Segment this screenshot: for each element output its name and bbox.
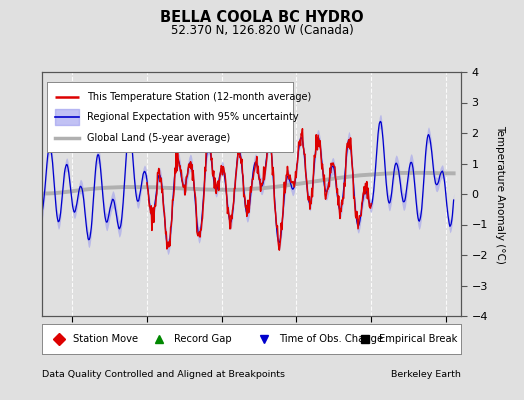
Text: BELLA COOLA BC HYDRO: BELLA COOLA BC HYDRO <box>160 10 364 25</box>
Text: Station Move: Station Move <box>73 334 138 344</box>
Text: Global Land (5-year average): Global Land (5-year average) <box>86 133 230 143</box>
Text: 52.370 N, 126.820 W (Canada): 52.370 N, 126.820 W (Canada) <box>171 24 353 37</box>
Text: Berkeley Earth: Berkeley Earth <box>391 370 461 379</box>
Text: Time of Obs. Change: Time of Obs. Change <box>279 334 383 344</box>
Text: Regional Expectation with 95% uncertainty: Regional Expectation with 95% uncertaint… <box>86 112 298 122</box>
Text: This Temperature Station (12-month average): This Temperature Station (12-month avera… <box>86 92 311 102</box>
Y-axis label: Temperature Anomaly (°C): Temperature Anomaly (°C) <box>495 124 505 264</box>
Text: Record Gap: Record Gap <box>174 334 232 344</box>
Text: Empirical Break: Empirical Break <box>379 334 458 344</box>
Text: Data Quality Controlled and Aligned at Breakpoints: Data Quality Controlled and Aligned at B… <box>42 370 285 379</box>
